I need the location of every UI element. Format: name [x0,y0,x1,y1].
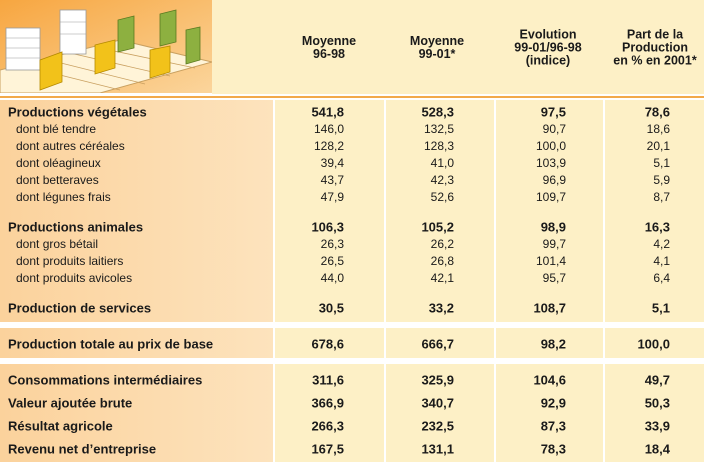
row-value: 232,5 [421,420,454,433]
page: Moyenne96-98 Moyenne99-01* Evolution99-01/… [0,0,704,462]
detail-value: 26,8 [431,255,454,267]
row-label: Valeur ajoutée brute [8,397,132,410]
detail-value: 41,0 [431,157,454,169]
row-value: 100,0 [637,338,670,351]
detail-value: 26,3 [321,238,344,250]
row-value: 167,5 [311,443,344,456]
row-label: Consommations intermédiaires [8,374,202,387]
row-value: 50,3 [645,397,670,410]
header-rule [0,96,704,98]
detail-value: 109,7 [536,191,566,203]
detail-label: dont oléagineux [16,157,101,169]
row-value: 678,6 [311,338,344,351]
row-value: 131,1 [421,443,454,456]
detail-value: 101,4 [536,255,566,267]
detail-value: 5,1 [653,157,670,169]
row-value: 49,7 [645,374,670,387]
detail-value: 95,7 [543,272,566,284]
column-header: Part de laProductionen % en 2001* [613,29,696,68]
detail-value: 18,6 [647,123,670,135]
detail-value: 103,9 [536,157,566,169]
column-header-line: 99-01* [410,48,464,61]
row-value: 325,9 [421,374,454,387]
detail-value: 47,9 [321,191,344,203]
detail-label: dont produits laitiers [16,255,123,267]
row-label: Productions animales [8,221,143,234]
detail-value: 4,1 [653,255,670,267]
header-illustration [0,0,212,93]
detail-value: 44,0 [321,272,344,284]
detail-value: 128,2 [314,140,344,152]
row-value: 105,2 [421,221,454,234]
detail-label: dont gros bétail [16,238,98,250]
row-value: 340,7 [421,397,454,410]
row-label: Production totale au prix de base [8,338,213,351]
row-value: 78,3 [541,443,566,456]
row-value: 106,3 [311,221,344,234]
row-value: 104,6 [533,374,566,387]
column-header-line: (indice) [514,55,581,68]
detail-value: 128,3 [424,140,454,152]
row-value: 541,8 [311,106,344,119]
detail-value: 26,2 [431,238,454,250]
column-header-line: 96-98 [302,48,356,61]
detail-value: 132,5 [424,123,454,135]
detail-value: 99,7 [543,238,566,250]
row-value: 98,2 [541,338,566,351]
row-value: 266,3 [311,420,344,433]
row-label: Revenu net d’entreprise [8,443,156,456]
detail-label: dont autres céréales [16,140,125,152]
detail-value: 42,3 [431,174,454,186]
row-value: 18,4 [645,443,670,456]
column-header-line: en % en 2001* [613,55,696,68]
detail-value: 43,7 [321,174,344,186]
row-value: 87,3 [541,420,566,433]
row-value: 78,6 [645,106,670,119]
row-label: Production de services [8,302,151,315]
detail-value: 90,7 [543,123,566,135]
detail-value: 96,9 [543,174,566,186]
detail-label: dont betteraves [16,174,99,186]
row-value: 97,5 [541,106,566,119]
detail-value: 52,6 [431,191,454,203]
row-value: 30,5 [319,302,344,315]
detail-value: 6,4 [653,272,670,284]
row-value: 528,3 [421,106,454,119]
detail-value: 39,4 [321,157,344,169]
row-value: 666,7 [421,338,454,351]
detail-label: dont légunes frais [16,191,111,203]
row-value: 16,3 [645,221,670,234]
row-label: Productions végétales [8,106,147,119]
row-value: 366,9 [311,397,344,410]
detail-value: 146,0 [314,123,344,135]
detail-value: 8,7 [653,191,670,203]
row-value: 108,7 [533,302,566,315]
row-value: 33,9 [645,420,670,433]
detail-label: dont produits avicoles [16,272,132,284]
detail-label: dont blé tendre [16,123,96,135]
row-value: 98,9 [541,221,566,234]
row-label: Résultat agricole [8,420,113,433]
row-value: 5,1 [652,302,670,315]
detail-value: 20,1 [647,140,670,152]
row-value: 33,2 [429,302,454,315]
detail-value: 100,0 [536,140,566,152]
detail-value: 5,9 [653,174,670,186]
detail-value: 26,5 [321,255,344,267]
detail-value: 4,2 [653,238,670,250]
row-value: 92,9 [541,397,566,410]
row-value: 311,6 [312,374,344,387]
detail-value: 42,1 [431,272,454,284]
